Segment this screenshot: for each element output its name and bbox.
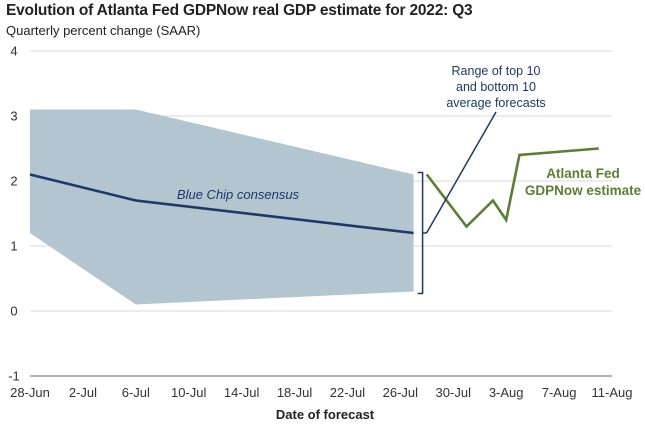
x-tick-label: 2-Jul — [69, 385, 97, 400]
x-tick-label: 11-Aug — [592, 385, 633, 400]
x-tick-label: 30-Jul — [436, 385, 472, 400]
x-tick-label: 3-Aug — [489, 385, 524, 400]
y-tick-label: 3 — [10, 109, 17, 124]
range-leader-line — [425, 111, 497, 234]
y-tick-label: 0 — [10, 304, 17, 319]
range-bracket — [417, 171, 427, 295]
x-tick-label: 14-Jul — [224, 385, 260, 400]
y-tick-label: 1 — [10, 239, 17, 254]
gdpnow-label-line-1: Atlanta Fed — [546, 166, 620, 181]
gdpnow-estimate-line — [425, 147, 599, 229]
forecast-range-band — [30, 109, 414, 305]
y-tick-label: 2 — [10, 174, 17, 189]
x-tick-label: 7-Aug — [542, 385, 577, 400]
x-tick-label: 6-Jul — [122, 385, 150, 400]
range-label-line-1: Range of top 10 — [452, 64, 541, 78]
range-label-line-2: and bottom 10 — [456, 80, 536, 94]
bluechip-label: Blue Chip consensus — [177, 187, 300, 202]
chart-title: Evolution of Atlanta Fed GDPNow real GDP… — [6, 2, 473, 19]
series-lines — [29, 147, 599, 235]
x-axis-label: Date of forecast — [276, 407, 375, 422]
x-tick-label: 22-Jul — [330, 385, 366, 400]
y-tick-label: -1 — [8, 369, 20, 384]
gdpnow-label-line-2: GDPNow estimate — [525, 183, 642, 198]
x-tick-label: 18-Jul — [277, 385, 313, 400]
x-tick-label: 26-Jul — [383, 385, 419, 400]
range-label-line-3: average forecasts — [446, 96, 545, 110]
x-tick-label: 28-Jun — [10, 385, 50, 400]
x-tick-label: 10-Jul — [171, 385, 207, 400]
annotations: Range of top 10 and bottom 10 average fore… — [177, 64, 642, 295]
range-band-area — [30, 109, 414, 305]
bluechip-consensus-line — [29, 173, 414, 235]
y-tick-label: 4 — [10, 44, 17, 59]
chart-subtitle: Quarterly percent change (SAAR) — [6, 23, 201, 38]
axes: 4 3 2 1 0 -128-Jun 2-Jul 6-Jul 10-Jul 14-Jul 18-Ju… — [8, 44, 632, 423]
